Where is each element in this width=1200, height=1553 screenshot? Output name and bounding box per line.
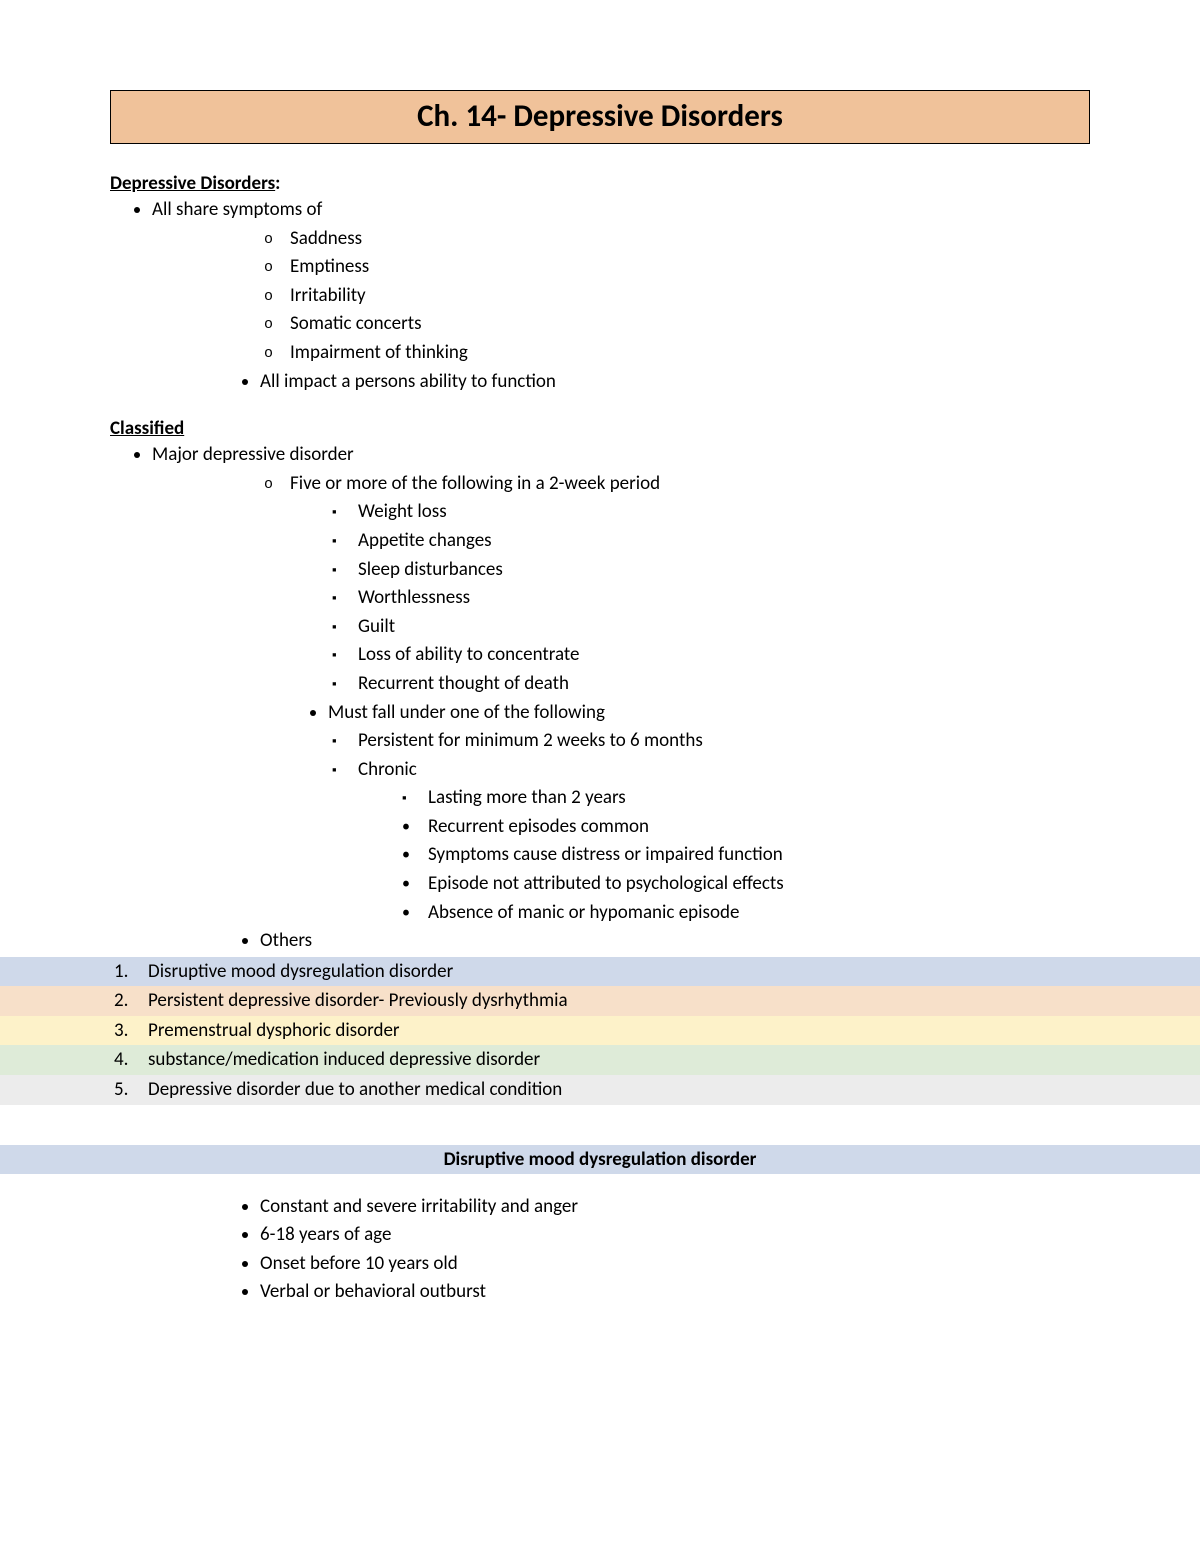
list-item: Recurrent thought of death [358, 671, 1090, 698]
classified-list: Major depressive disorder [110, 442, 1090, 469]
mdd-symptoms: Weight loss Appetite changes Sleep distu… [110, 499, 1090, 697]
list-item: Episode not attributed to psychological … [428, 871, 1090, 898]
list-item: Premenstrual dysphoric disorder [0, 1016, 1200, 1046]
symptom-list-2: All impact a persons ability to function [110, 369, 1090, 396]
list-item: Absence of manic or hypomanic episode [428, 900, 1090, 927]
chapter-title: Ch. 14- Depressive Disorders [110, 90, 1090, 144]
list-item: Disruptive mood dysregulation disorder [0, 957, 1200, 987]
list-item: Chronic [358, 757, 1090, 784]
page: Ch. 14- Depressive Disorders Depressive … [0, 0, 1200, 1368]
section-heading-classified: Classified [110, 417, 1090, 440]
list-item: All impact a persons ability to function [260, 369, 1090, 396]
other-disorders-list: Disruptive mood dysregulation disorder P… [0, 957, 1200, 1105]
list-item: Loss of ability to concentrate [358, 642, 1090, 669]
list-item: Appetite changes [358, 528, 1090, 555]
list-item: Worthlessness [358, 585, 1090, 612]
list-item: Recurrent episodes common [428, 814, 1090, 841]
list-item: Guilt [358, 614, 1090, 641]
mdd-criteria: Five or more of the following in a 2-wee… [110, 471, 1090, 498]
list-item: substance/medication induced depressive … [0, 1045, 1200, 1075]
section-heading-depressive: Depressive Disorders: [110, 172, 1090, 195]
list-item: Lasting more than 2 years [428, 785, 1090, 812]
list-item: Weight loss [358, 499, 1090, 526]
list-item: Impairment of thinking [290, 340, 1090, 367]
list-item: Verbal or behavioral outburst [260, 1279, 1090, 1306]
list-item: Constant and severe irritability and ang… [260, 1194, 1090, 1221]
section-heading-text: Depressive Disorders [110, 172, 275, 195]
list-item: Symptoms cause distress or impaired func… [428, 842, 1090, 869]
list-item: Onset before 10 years old [260, 1251, 1090, 1278]
symptom-sublist: Saddness Emptiness Irritability Somatic … [110, 226, 1090, 367]
chronic-details: Lasting more than 2 years Recurrent epis… [110, 785, 1090, 926]
symptom-list: All share symptoms of [110, 197, 1090, 224]
list-item: Emptiness [290, 254, 1090, 281]
others: Others [110, 928, 1090, 955]
list-item: Persistent for minimum 2 weeks to 6 mont… [358, 728, 1090, 755]
section-heading-text: Classified [110, 417, 184, 440]
list-item: Irritability [290, 283, 1090, 310]
list-item: Others [260, 928, 1090, 955]
dmdd-list: Constant and severe irritability and ang… [110, 1194, 1090, 1306]
list-item: Sleep disturbances [358, 557, 1090, 584]
mdd-duration: Persistent for minimum 2 weeks to 6 mont… [110, 728, 1090, 783]
list-item: 6-18 years of age [260, 1222, 1090, 1249]
list-item: Depressive disorder due to another medic… [0, 1075, 1200, 1105]
mdd-rule: Must fall under one of the following [110, 700, 1090, 727]
list-item: All share symptoms of [152, 197, 1090, 224]
subsection-heading: Disruptive mood dysregulation disorder [0, 1145, 1200, 1174]
list-item: Persistent depressive disorder- Previous… [0, 986, 1200, 1016]
list-item: Must fall under one of the following [328, 700, 1090, 727]
list-item: Saddness [290, 226, 1090, 253]
list-item: Somatic concerts [290, 311, 1090, 338]
list-item: Five or more of the following in a 2-wee… [290, 471, 1090, 498]
list-item: Major depressive disorder [152, 442, 1090, 469]
